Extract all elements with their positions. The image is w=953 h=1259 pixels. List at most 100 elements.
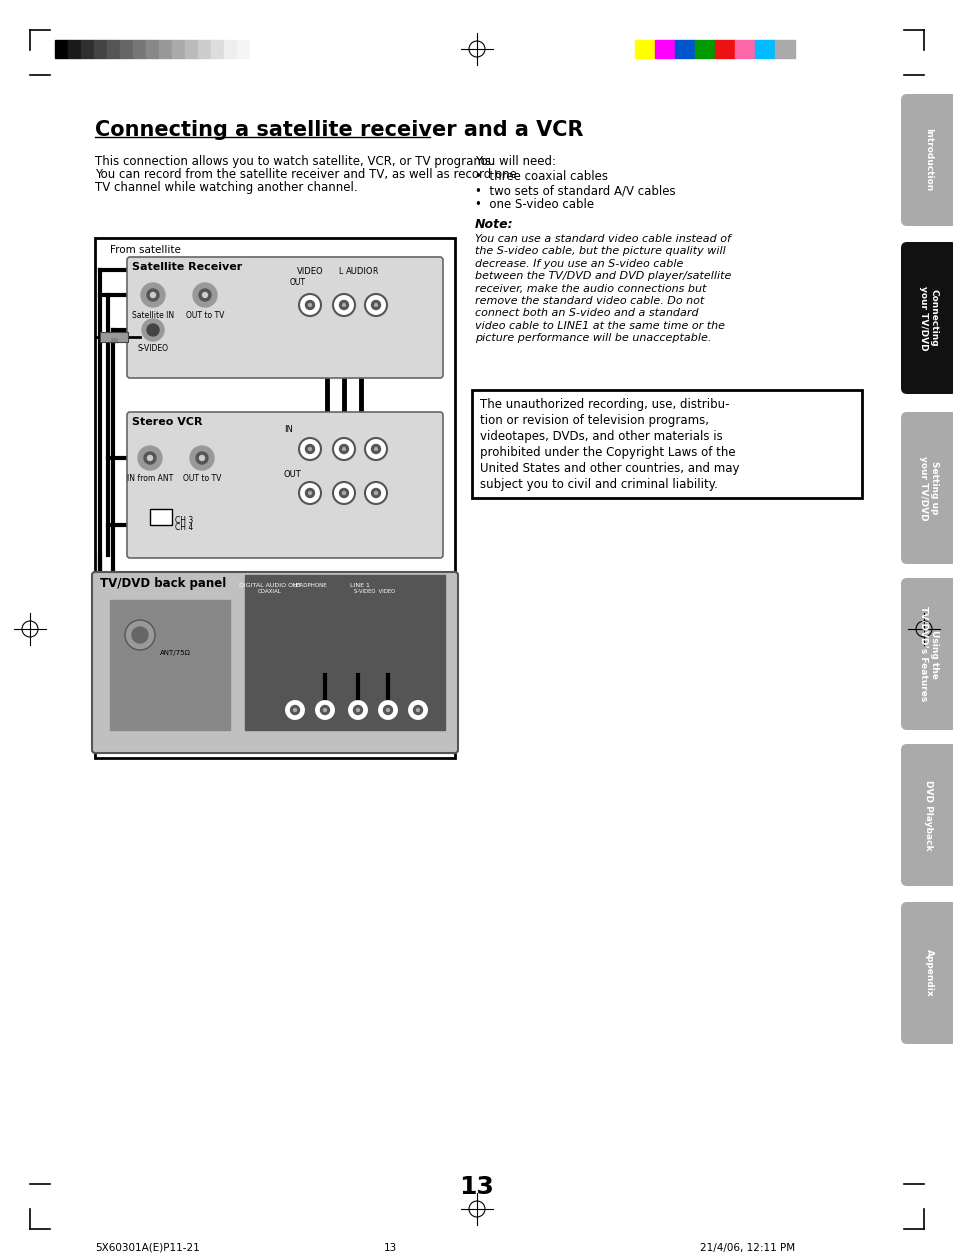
Circle shape [333,295,355,316]
Circle shape [141,283,165,307]
Circle shape [342,491,345,495]
Circle shape [416,709,419,711]
Text: OUT to TV: OUT to TV [186,311,224,320]
Circle shape [407,699,429,721]
Text: HEADPHONE: HEADPHONE [293,583,327,588]
Bar [100,332,128,342]
Circle shape [195,452,208,465]
Text: •  two sets of standard A/V cables: • two sets of standard A/V cables [475,184,675,196]
Circle shape [202,292,208,297]
Bar [635,40,655,58]
Bar [94,40,107,58]
Text: DVD Playback: DVD Playback [923,779,933,850]
Text: This connection allows you to watch satellite, VCR, or TV programs.: This connection allows you to watch sate… [95,155,495,167]
Circle shape [333,438,355,460]
Circle shape [371,444,380,453]
Circle shape [125,619,154,650]
Circle shape [298,482,320,504]
Bar [172,40,185,58]
Text: LINE 1: LINE 1 [350,583,370,588]
Circle shape [375,491,377,495]
Circle shape [365,438,387,460]
Circle shape [305,444,314,453]
Circle shape [138,446,162,470]
Circle shape [383,705,392,715]
Bar [68,40,81,58]
Circle shape [314,699,335,721]
Bar [224,40,236,58]
FancyBboxPatch shape [91,572,457,753]
Circle shape [284,699,306,721]
Bar [146,40,159,58]
Text: You can use a standard video cable instead of
the S-video cable, but the picture: You can use a standard video cable inste… [475,234,731,344]
FancyBboxPatch shape [900,578,953,730]
Bar [250,40,263,58]
Circle shape [151,292,155,297]
Text: R: R [372,267,377,276]
Text: CH 3: CH 3 [174,516,193,525]
Bar [132,40,146,58]
Circle shape [294,709,296,711]
Bar [472,390,862,499]
FancyBboxPatch shape [127,257,442,378]
Text: L: L [337,267,342,276]
Text: AUDIO: AUDIO [346,267,374,276]
Circle shape [354,705,362,715]
Text: COAXIAL: COAXIAL [258,589,281,594]
Bar [159,40,172,58]
Text: •  three coaxial cables: • three coaxial cables [475,170,607,183]
Text: 5X60301A(E)P11-21: 5X60301A(E)P11-21 [95,1243,199,1253]
Circle shape [291,705,299,715]
Text: Appendix: Appendix [923,949,933,997]
Bar [655,40,675,58]
Circle shape [376,699,398,721]
Bar [211,40,224,58]
Text: 13: 13 [383,1243,396,1253]
Circle shape [339,488,348,497]
Text: IN from ANT: IN from ANT [127,473,172,483]
Text: ANT/75Ω: ANT/75Ω [159,650,191,656]
FancyBboxPatch shape [900,901,953,1044]
Bar [695,40,714,58]
Circle shape [190,446,213,470]
Bar [107,40,120,58]
Bar [774,40,794,58]
Circle shape [356,709,359,711]
FancyBboxPatch shape [900,94,953,227]
Circle shape [305,301,314,310]
Text: Satellite IN: Satellite IN [132,311,173,320]
Circle shape [342,303,345,306]
Circle shape [333,482,355,504]
Circle shape [413,705,422,715]
Circle shape [147,290,159,301]
Bar [236,40,250,58]
Circle shape [386,709,389,711]
Text: TV channel while watching another channel.: TV channel while watching another channe… [95,181,357,194]
Circle shape [347,699,369,721]
FancyBboxPatch shape [127,412,442,558]
Text: You can record from the satellite receiver and TV, as well as record one: You can record from the satellite receiv… [95,167,517,181]
Bar [734,40,754,58]
Circle shape [199,456,204,461]
Circle shape [148,456,152,461]
Circle shape [323,709,326,711]
Circle shape [308,303,312,306]
Text: TV/DVD back panel: TV/DVD back panel [100,577,226,590]
Text: •  one S-video cable: • one S-video cable [475,198,594,212]
Bar [110,601,230,730]
Circle shape [193,283,216,307]
Text: Using the
TV/DVD’s Features: Using the TV/DVD’s Features [919,607,938,701]
Text: S-VIDEO: S-VIDEO [137,344,169,353]
Circle shape [365,482,387,504]
Bar [754,40,774,58]
Circle shape [365,295,387,316]
Circle shape [320,705,329,715]
Text: VIDEO: VIDEO [296,267,323,276]
Text: Satellite Receiver: Satellite Receiver [132,262,242,272]
Circle shape [147,324,159,336]
Text: OUT: OUT [290,278,306,287]
Text: From satellite: From satellite [110,246,181,256]
Circle shape [339,444,348,453]
Text: ||||: |||| [110,337,118,342]
Circle shape [298,295,320,316]
